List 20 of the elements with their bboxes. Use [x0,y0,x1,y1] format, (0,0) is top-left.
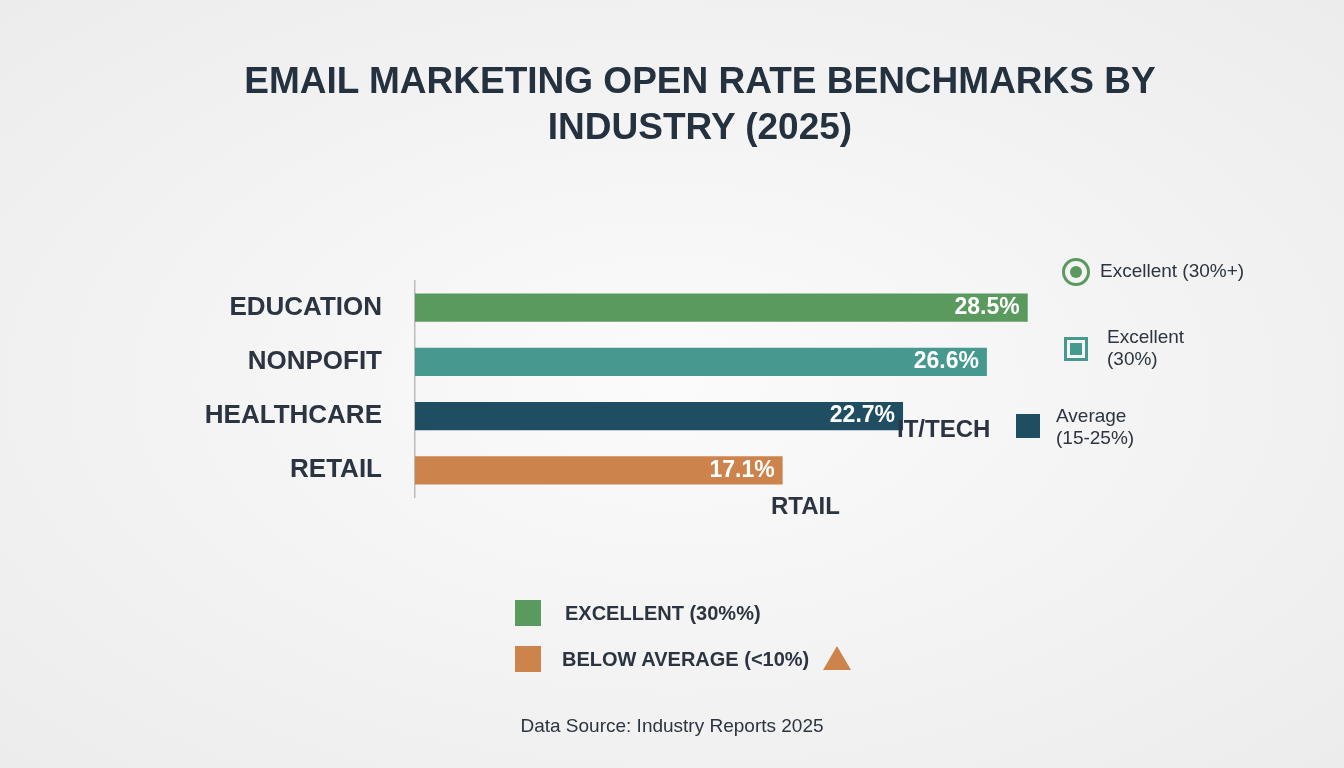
text: EXCELLENT (30%%) [565,602,761,625]
annotation: RTAIL [771,492,840,520]
annotation: IT/TECH [897,415,991,443]
chart-title: EMAIL MARKETING OPEN RATE BENCHMARKS BY INDUSTRY (2025) [243,59,1157,149]
y-tick-label: RETAIL [290,453,383,484]
text: Average (15-25%) [1056,405,1136,449]
source-note: Data Source: Industry Reports 2025 [519,715,825,737]
bar [415,293,1028,322]
y-tick-label: NONPOFIT [247,345,383,376]
data-label: 17.1% [709,455,775,482]
text: Excellent (30%) [1107,326,1186,370]
bar [415,456,783,485]
y-tick-label: HEALTHCARE [204,399,382,430]
data-label: 22.7% [829,401,896,428]
text: BELOW AVERAGE (<10%) [562,648,810,671]
y-tick-label: EDUCATION [229,290,382,321]
data-label: 28.5% [954,293,1020,320]
bar [415,347,987,376]
text: Excellent (30%+) [1100,260,1245,282]
data-label: 26.6% [913,347,979,374]
